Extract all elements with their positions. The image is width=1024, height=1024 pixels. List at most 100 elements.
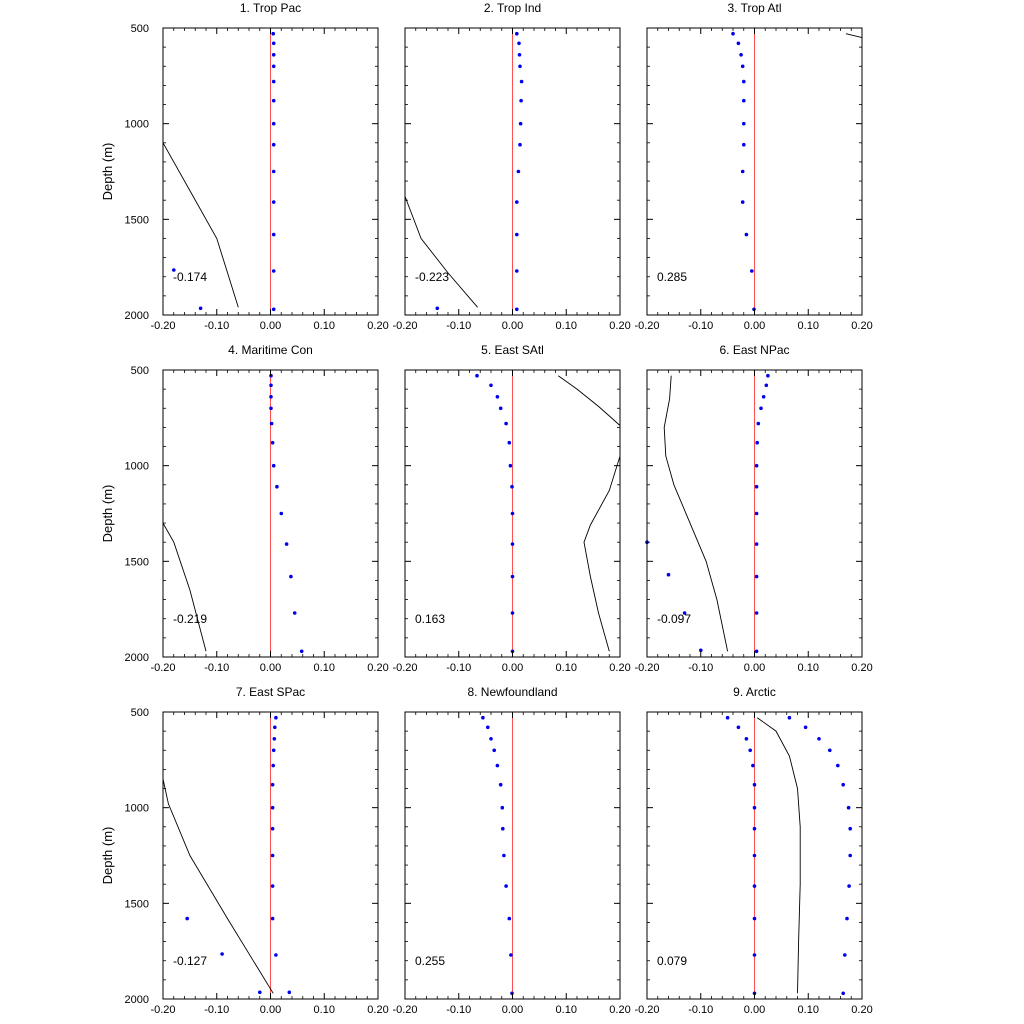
panel-title: 1. Trop Pac [240, 1, 301, 15]
y-tick-label: 2000 [125, 994, 149, 1006]
data-point [817, 737, 821, 741]
correlation-value: -0.174 [173, 270, 207, 284]
y-tick-label: 1500 [125, 214, 149, 226]
data-point [502, 853, 506, 858]
x-tick-label: -0.20 [634, 320, 659, 332]
data-point [198, 306, 203, 311]
data-point [515, 269, 519, 273]
data-point [517, 41, 521, 46]
data-point [273, 725, 277, 730]
data-point [270, 826, 275, 831]
profile-curve [845, 33, 863, 39]
data-point [754, 649, 759, 654]
panel-1: 1. Trop Pac -0.20 -0.10 0.00 0.10 0.20 500 1000… [100, 1, 389, 332]
data-point [271, 232, 276, 237]
data-point [279, 511, 284, 516]
x-tick-label: -0.20 [392, 320, 417, 332]
data-point [750, 269, 754, 273]
panel-9: 9. Arctic -0.20 -0.10 0.00 0.10 0.20 0.079 [634, 685, 872, 1016]
data-point [500, 805, 505, 810]
x-tick-label: -0.20 [634, 1004, 659, 1016]
data-point [258, 990, 262, 995]
data-point [510, 542, 515, 546]
data-point [275, 484, 279, 489]
data-point [739, 53, 743, 57]
x-tick-label: 0.20 [367, 320, 388, 332]
data-point [848, 853, 852, 858]
x-tick-label: -0.10 [204, 320, 229, 332]
data-point [845, 916, 849, 921]
data-point [752, 884, 757, 888]
data-point [752, 853, 757, 858]
data-point [504, 884, 508, 888]
data-point [271, 79, 276, 84]
data-point [509, 953, 513, 957]
data-point [489, 737, 493, 741]
data-point [846, 805, 851, 810]
x-tick-label: 0.20 [851, 1004, 872, 1016]
x-tick-label: -0.10 [446, 662, 471, 674]
correlation-value: 0.255 [415, 954, 445, 968]
data-point [271, 98, 276, 103]
x-tick-label: 0.00 [502, 662, 523, 674]
y-tick-label: 1500 [125, 898, 149, 910]
data-point [766, 373, 770, 378]
panel-7: 7. East SPac -0.20 -0.10 0.00 0.10 0.20 500 100… [100, 685, 389, 1016]
data-point [271, 748, 276, 753]
data-point [744, 232, 749, 237]
data-point [736, 725, 741, 730]
y-tick-label: 2000 [125, 310, 149, 322]
panel-2: 2. Trop Ind -0.20 -0.10 0.00 0.10 0.20 -0.223 [392, 1, 630, 332]
data-point [752, 782, 757, 787]
data-point [269, 421, 274, 426]
data-point [682, 611, 687, 615]
x-tick-label: -0.10 [204, 1004, 229, 1016]
data-point [836, 763, 840, 768]
data-point [803, 725, 808, 730]
data-point [725, 715, 730, 720]
data-point [754, 611, 759, 615]
profile-curve [557, 375, 621, 652]
data-point [271, 463, 276, 468]
x-tick-label: 0.00 [260, 1004, 281, 1016]
x-tick-label: -0.20 [634, 662, 659, 674]
data-point [752, 826, 757, 831]
data-point [736, 41, 741, 46]
x-tick-label: -0.10 [688, 320, 713, 332]
data-point [517, 53, 522, 57]
data-point [519, 98, 523, 103]
data-point [848, 826, 852, 831]
y-tick-label: 1000 [125, 119, 149, 131]
y-tick-label: 1000 [125, 803, 149, 815]
x-tick-label: -0.10 [688, 1004, 713, 1016]
data-point [271, 269, 276, 273]
data-point [764, 383, 769, 388]
data-point [289, 574, 293, 579]
data-point [270, 884, 275, 888]
data-point [740, 64, 745, 69]
y-tick-label: 500 [131, 707, 149, 719]
data-point [435, 306, 440, 311]
x-tick-label: -0.10 [446, 1004, 471, 1016]
x-tick-label: -0.20 [150, 662, 175, 674]
data-point [508, 463, 513, 468]
data-point [752, 805, 757, 810]
data-point [489, 383, 493, 388]
panel-3: 3. Trop Atl -0.20 -0.10 0.00 0.10 0.20 0.285 [634, 1, 872, 332]
data-point [271, 763, 276, 768]
x-tick-label: -0.20 [150, 1004, 175, 1016]
data-point [752, 916, 757, 921]
x-tick-label: 0.10 [556, 1004, 577, 1016]
data-point [271, 200, 276, 204]
data-point [271, 64, 276, 69]
profile-curve [404, 196, 478, 308]
data-point [841, 782, 845, 787]
x-tick-label: 0.10 [798, 1004, 819, 1016]
data-point [731, 31, 735, 36]
data-point [292, 611, 297, 615]
data-point [271, 53, 276, 57]
data-point [751, 763, 755, 768]
data-point [841, 991, 845, 996]
x-tick-label: 0.20 [851, 662, 872, 674]
data-point [185, 916, 189, 921]
